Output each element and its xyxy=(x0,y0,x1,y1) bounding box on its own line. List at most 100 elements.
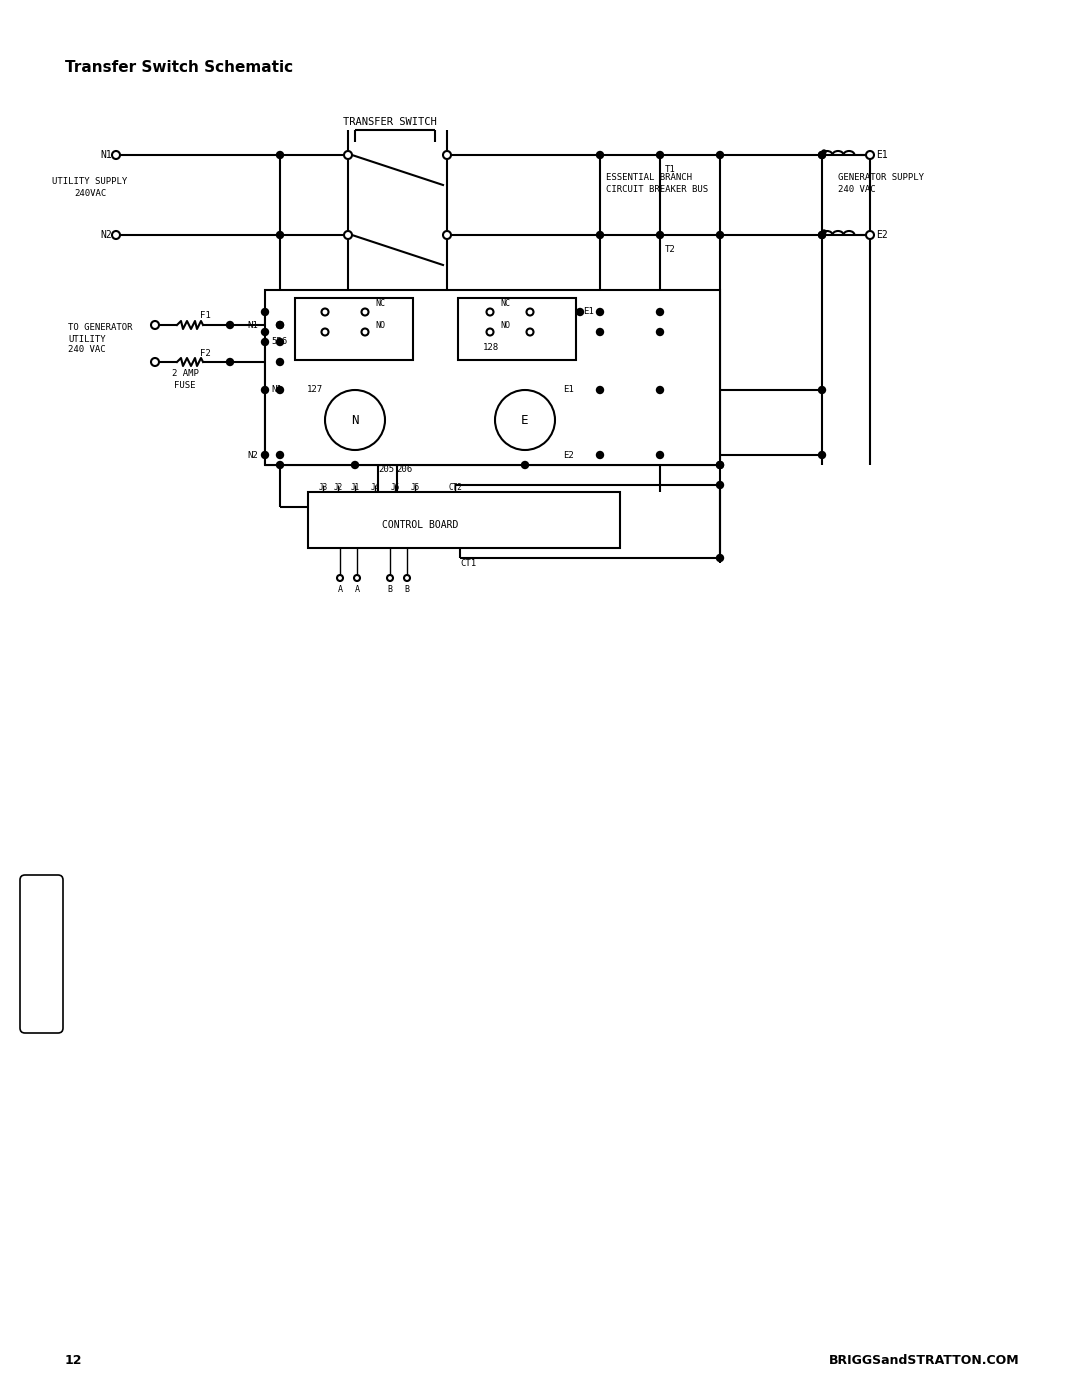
Circle shape xyxy=(596,387,604,394)
Text: N2: N2 xyxy=(100,231,112,240)
Text: 556: 556 xyxy=(271,338,287,346)
Text: 205: 205 xyxy=(378,464,394,474)
Text: N1: N1 xyxy=(271,386,282,394)
Text: 2 AMP: 2 AMP xyxy=(172,369,199,379)
Circle shape xyxy=(716,232,724,239)
Text: J1: J1 xyxy=(350,483,360,493)
Circle shape xyxy=(443,151,451,159)
Text: N1: N1 xyxy=(100,149,112,161)
Circle shape xyxy=(819,451,825,458)
Circle shape xyxy=(486,328,494,335)
Circle shape xyxy=(716,461,724,468)
Circle shape xyxy=(354,576,360,581)
Circle shape xyxy=(227,321,233,328)
Circle shape xyxy=(527,309,534,316)
Circle shape xyxy=(112,151,120,159)
Text: CONTROL BOARD: CONTROL BOARD xyxy=(382,520,458,529)
Circle shape xyxy=(657,151,663,158)
Circle shape xyxy=(276,461,283,468)
Circle shape xyxy=(657,451,663,458)
Text: TRANSFER SWITCH: TRANSFER SWITCH xyxy=(343,117,437,127)
Circle shape xyxy=(596,451,604,458)
Text: 128: 128 xyxy=(483,344,499,352)
Text: Transfer Switch Schematic: Transfer Switch Schematic xyxy=(65,60,293,75)
Text: CIRCUIT BREAKER BUS: CIRCUIT BREAKER BUS xyxy=(606,184,708,194)
Text: J4: J4 xyxy=(370,483,380,493)
Text: E1: E1 xyxy=(583,307,594,317)
Circle shape xyxy=(822,231,826,235)
Circle shape xyxy=(716,555,724,562)
Bar xyxy=(265,291,720,465)
Circle shape xyxy=(276,321,283,328)
Bar xyxy=(308,492,620,548)
Text: Troubleshooting: Troubleshooting xyxy=(37,907,46,1002)
Circle shape xyxy=(261,309,269,316)
Text: E2: E2 xyxy=(563,450,573,460)
Circle shape xyxy=(276,232,283,239)
Circle shape xyxy=(325,390,384,450)
Circle shape xyxy=(345,231,352,239)
Text: NO: NO xyxy=(375,320,384,330)
Text: F2: F2 xyxy=(200,348,211,358)
Circle shape xyxy=(387,576,393,581)
Text: E2: E2 xyxy=(876,231,888,240)
Circle shape xyxy=(151,358,159,366)
Text: N2: N2 xyxy=(247,450,258,460)
Text: A: A xyxy=(337,585,342,595)
Text: 240 VAC: 240 VAC xyxy=(68,345,106,355)
Text: ESSENTIAL BRANCH: ESSENTIAL BRANCH xyxy=(606,173,692,183)
Circle shape xyxy=(866,231,874,239)
Text: FUSE: FUSE xyxy=(174,380,195,390)
Circle shape xyxy=(276,451,283,458)
Circle shape xyxy=(866,151,874,159)
Text: E1: E1 xyxy=(876,149,888,161)
Circle shape xyxy=(337,576,343,581)
Circle shape xyxy=(657,309,663,316)
Circle shape xyxy=(362,309,368,316)
Circle shape xyxy=(261,328,269,335)
Circle shape xyxy=(276,387,283,394)
Text: J2: J2 xyxy=(334,483,342,493)
Text: J3: J3 xyxy=(319,483,327,493)
Bar xyxy=(458,298,576,360)
Circle shape xyxy=(261,338,269,345)
Circle shape xyxy=(345,151,352,159)
Text: T2: T2 xyxy=(665,246,676,254)
Text: E1: E1 xyxy=(563,386,573,394)
Text: NC: NC xyxy=(500,299,510,307)
Text: 12: 12 xyxy=(65,1354,82,1366)
Text: NC: NC xyxy=(375,299,384,307)
Bar xyxy=(295,298,413,360)
Circle shape xyxy=(276,151,283,158)
Circle shape xyxy=(596,328,604,335)
Circle shape xyxy=(819,387,825,394)
Circle shape xyxy=(527,328,534,335)
Text: 240 VAC: 240 VAC xyxy=(838,184,876,194)
Circle shape xyxy=(322,328,328,335)
Text: N1: N1 xyxy=(247,320,258,330)
Text: T1: T1 xyxy=(665,165,676,175)
Circle shape xyxy=(596,309,604,316)
Circle shape xyxy=(522,461,528,468)
Text: 127: 127 xyxy=(307,386,323,394)
Text: F1: F1 xyxy=(200,312,211,320)
Circle shape xyxy=(819,232,825,239)
Circle shape xyxy=(351,461,359,468)
Circle shape xyxy=(443,231,451,239)
Circle shape xyxy=(822,149,826,154)
Circle shape xyxy=(657,328,663,335)
Text: CT2: CT2 xyxy=(448,483,462,493)
Text: 206: 206 xyxy=(396,464,413,474)
Circle shape xyxy=(112,231,120,239)
Text: J6: J6 xyxy=(390,483,400,493)
Circle shape xyxy=(657,387,663,394)
Text: CT1: CT1 xyxy=(460,560,476,569)
Circle shape xyxy=(362,328,368,335)
Circle shape xyxy=(261,387,269,394)
Circle shape xyxy=(276,338,283,345)
Circle shape xyxy=(716,151,724,158)
Text: N: N xyxy=(351,414,359,426)
Circle shape xyxy=(819,151,825,158)
Circle shape xyxy=(322,309,328,316)
Circle shape xyxy=(716,482,724,489)
